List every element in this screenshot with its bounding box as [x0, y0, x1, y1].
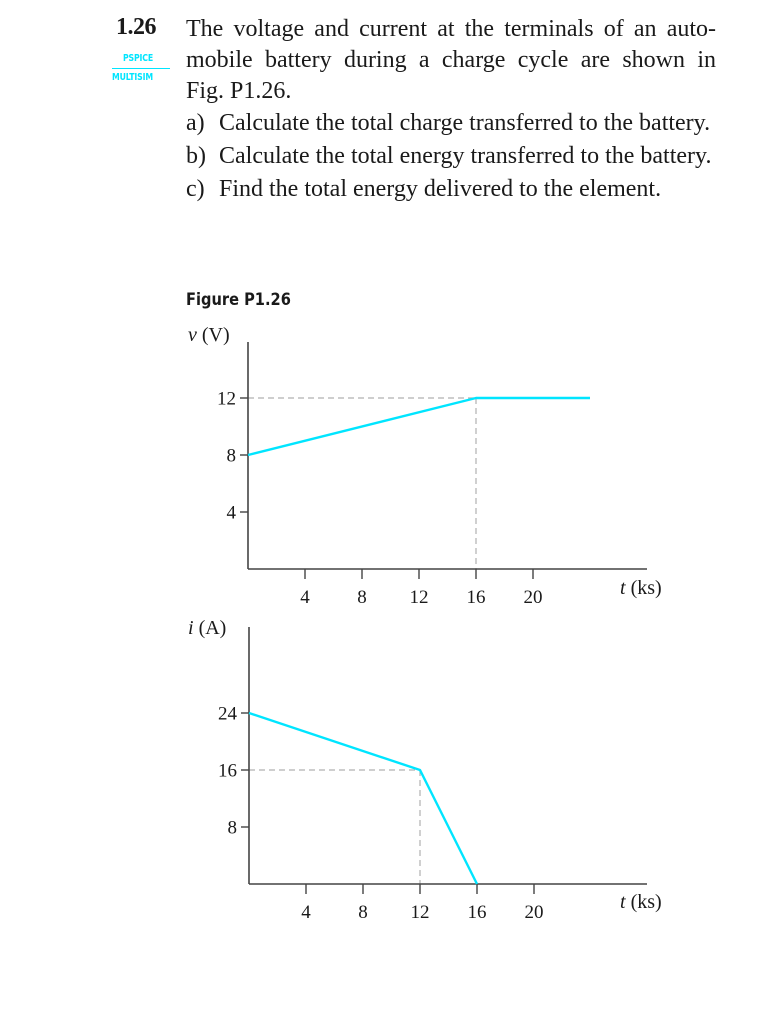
problem-number: 1.26	[116, 14, 157, 40]
x-tick-label: 8	[357, 587, 367, 608]
part-a: a) Calculate the total charge transferre…	[186, 108, 712, 138]
part-text: Calculate the total charge transferred t…	[219, 110, 711, 136]
y-tick-label: 24	[218, 704, 238, 725]
y-tick-label: 12	[217, 389, 236, 410]
x-tick-label: 4	[301, 902, 311, 923]
x-axis-label: t (ks)	[620, 891, 662, 913]
figure-title: Figure P1.26	[186, 290, 291, 310]
y-axis-label: v (V)	[188, 324, 230, 346]
problem-statement: The voltage and current at the terminals…	[186, 14, 716, 107]
x-tick-label: 20	[524, 587, 543, 608]
x-tick-label: 12	[411, 902, 430, 923]
pspice-tag: PSPICE	[123, 53, 153, 64]
part-label: a)	[186, 110, 205, 136]
data-line	[248, 711, 479, 885]
multisim-tag: MULTISIM	[112, 72, 153, 83]
problem-parts: a) Calculate the total charge transferre…	[186, 108, 712, 207]
x-tick-label: 16	[467, 587, 486, 608]
y-tick-label: 4	[227, 503, 237, 524]
part-c: c) Find the total energy delivered to th…	[186, 174, 712, 204]
y-tick-label: 16	[218, 761, 237, 782]
part-label: b)	[186, 143, 206, 169]
statement-line: Fig. P1.26.	[186, 78, 292, 104]
x-tick-label: 12	[410, 587, 429, 608]
current-chart: 8 16 24 4 8 12 16 20 i (A) t (ks)	[188, 617, 662, 923]
x-tick-label: 8	[358, 902, 368, 923]
statement-line: mobile battery during a charge cycle are…	[186, 47, 716, 73]
voltage-chart: 4 8 12 4 8 12 16 20 v (V) t (ks)	[188, 324, 662, 608]
part-b: b) Calculate the total energy transferre…	[186, 141, 712, 171]
statement-line: The voltage and current at the terminals…	[186, 16, 716, 42]
part-label: c)	[186, 176, 205, 202]
part-text: Calculate the total energy transferred t…	[219, 143, 712, 169]
part-text: Find the total energy delivered to the e…	[219, 176, 662, 202]
tag-divider	[112, 68, 170, 69]
x-axis-label: t (ks)	[620, 577, 662, 599]
x-tick-label: 16	[468, 902, 487, 923]
y-axis-label: i (A)	[188, 617, 226, 639]
y-tick-label: 8	[228, 818, 238, 839]
data-line	[247, 396, 590, 457]
x-tick-label: 20	[525, 902, 544, 923]
x-tick-label: 4	[300, 587, 310, 608]
y-tick-label: 8	[227, 446, 237, 467]
